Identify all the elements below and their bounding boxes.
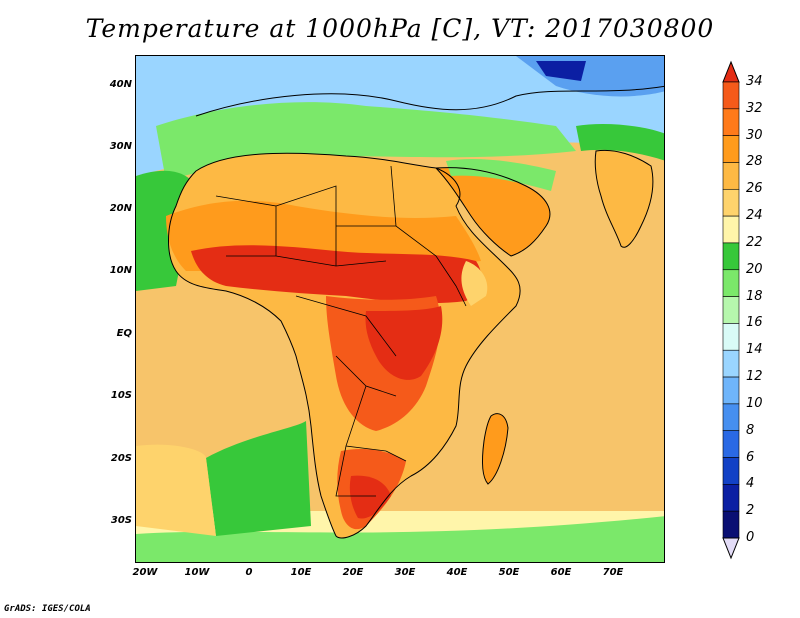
colorbar-level-label: 0 [746, 530, 755, 545]
colorbar-level-label: 12 [746, 369, 763, 385]
colorbar-segment [722, 349, 740, 378]
colorbar-segment [722, 376, 740, 405]
y-tick-10s: 10S [110, 390, 132, 401]
x-tick-10w: 10W [184, 567, 210, 578]
north-coldest [536, 61, 586, 81]
colorbar-segment [722, 323, 740, 351]
mediterranean-green [156, 102, 576, 181]
colorbar [722, 60, 740, 560]
x-tick-10e: 10E [290, 567, 312, 578]
colorbar-segment [722, 269, 740, 297]
colorbar-level-label: 22 [746, 234, 763, 250]
sahel-hottest [191, 245, 482, 304]
y-tick-20n: 20N [109, 203, 132, 214]
colorbar-level-label: 24 [746, 208, 763, 224]
coastline [168, 152, 521, 539]
great-lakes-hottest [365, 306, 443, 380]
colorbar-level-label: 2 [746, 503, 755, 519]
colorbar-level-label: 8 [746, 422, 755, 438]
india-north-green [576, 124, 664, 161]
colorbar-segment [722, 510, 740, 539]
madagascar-land [482, 413, 509, 485]
colorbar-segment [722, 430, 740, 458]
colorbar-segment [722, 81, 740, 110]
colorbar-level-label: 16 [746, 315, 763, 331]
x-tick-50e: 50E [498, 567, 520, 578]
colorbar-level-label: 26 [746, 181, 763, 197]
x-tick-60e: 60E [550, 567, 572, 578]
arabia-outline [434, 167, 551, 257]
arabia-north-green [446, 159, 556, 191]
colorbar-top-arrow [722, 60, 740, 83]
colorbar-segment [722, 457, 740, 485]
colorbar-level-label: 30 [746, 127, 763, 143]
colorbar-segment [722, 215, 740, 244]
south-atlantic-cool [206, 421, 311, 536]
x-tick-20e: 20E [342, 567, 364, 578]
y-tick-20s: 20S [110, 453, 132, 464]
grads-credit: GrADS: IGES/COLA [4, 604, 91, 614]
colorbar-segment [722, 162, 740, 190]
colorbar-segment [722, 484, 740, 512]
x-tick-70e: 70E [602, 567, 624, 578]
map-title: Temperature at 1000hPa [C], VT: 20170308… [85, 14, 715, 43]
colorbar-bottom-arrow [722, 537, 740, 560]
india-land [595, 150, 653, 248]
colorbar-level-label: 14 [746, 342, 763, 358]
colorbar-segment [722, 188, 740, 217]
y-tick-10n: 10N [109, 265, 132, 276]
y-tick-eq: EQ [116, 328, 132, 339]
country-borders [215, 165, 467, 497]
colorbar-segment [722, 108, 740, 136]
colorbar-level-label: 32 [746, 100, 763, 116]
colorbar-level-label: 10 [746, 395, 763, 411]
colorbar-level-label: 4 [746, 476, 755, 492]
southern-africa-hottest [349, 475, 391, 519]
colorbar-segment [722, 296, 740, 324]
colorbar-level-label: 34 [746, 74, 763, 89]
map-canvas [136, 56, 664, 562]
x-tick-30e: 30E [394, 567, 416, 578]
y-tick-40n: 40N [109, 79, 132, 90]
colorbar-segment [722, 242, 740, 271]
y-tick-30n: 30N [109, 141, 132, 152]
south-atlantic-pale [136, 444, 216, 536]
colorbar-level-label: 18 [746, 288, 763, 304]
y-tick-30s: 30S [110, 515, 132, 526]
colorbar-level-label: 20 [746, 261, 763, 277]
x-tick-40e: 40E [446, 567, 468, 578]
x-tick-0: 0 [245, 567, 253, 578]
temperature-map [135, 55, 665, 563]
colorbar-level-label: 28 [746, 154, 763, 170]
ethiopia-highlands [461, 261, 488, 306]
colorbar-segment [722, 403, 740, 432]
india-outline [594, 149, 654, 248]
colorbar-segment [722, 135, 740, 163]
europe-coast [195, 85, 664, 117]
colorbar-level-label: 6 [746, 449, 755, 465]
x-tick-20w: 20W [132, 567, 158, 578]
arabia-land [436, 167, 550, 256]
southern-ocean-cool [136, 516, 664, 562]
